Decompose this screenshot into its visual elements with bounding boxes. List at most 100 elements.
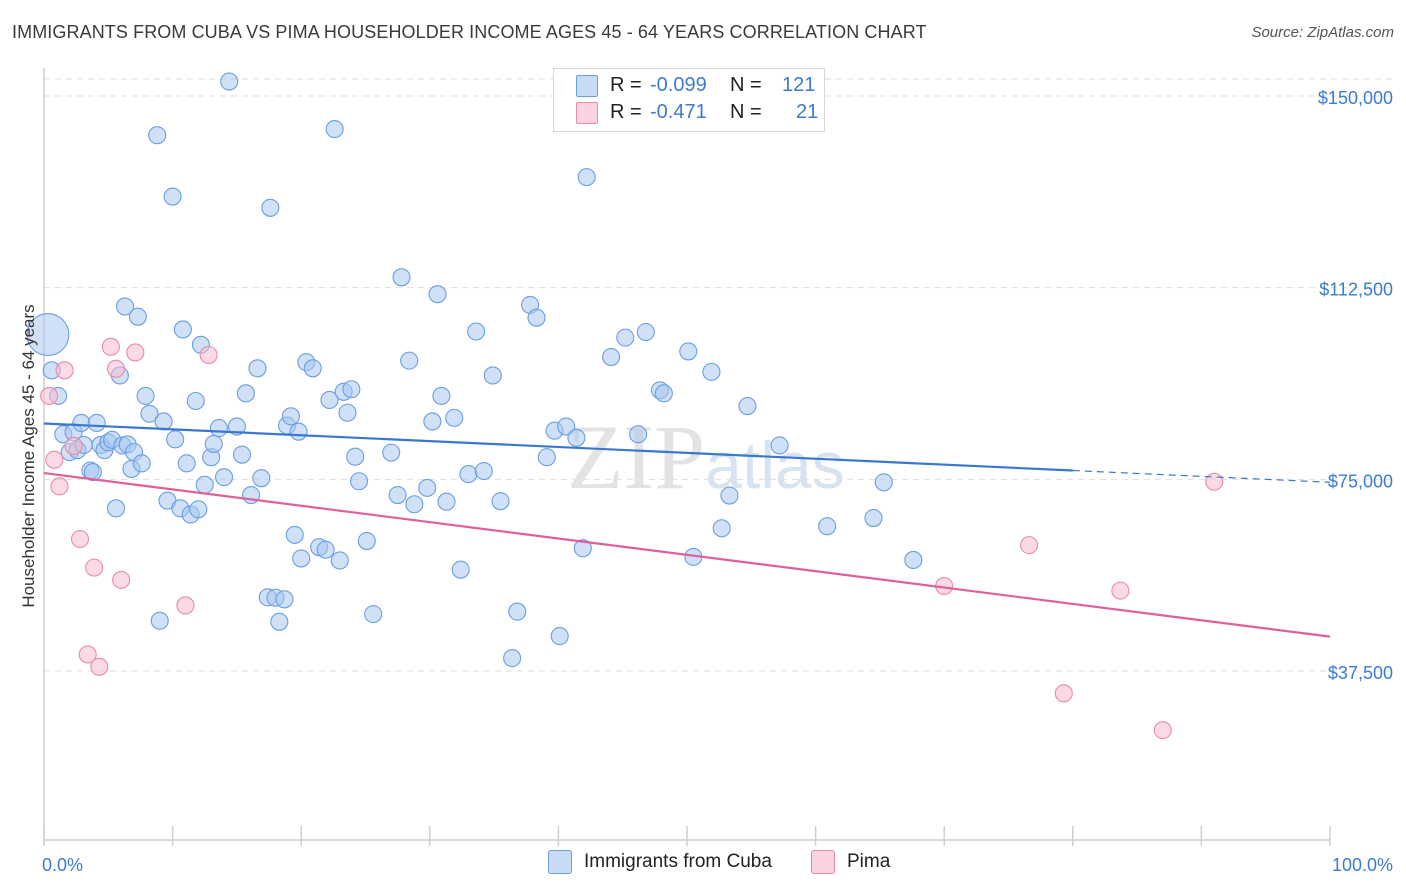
data-point — [176, 596, 195, 615]
data-point — [209, 419, 228, 438]
bottom-legend-label-pima: Pima — [847, 851, 891, 873]
data-point — [330, 551, 349, 570]
data-point — [232, 445, 252, 464]
y-tick-label: $37,500 — [1328, 663, 1393, 683]
data-point — [423, 412, 442, 431]
data-point — [364, 605, 383, 624]
data-point — [78, 645, 97, 664]
data-point — [55, 361, 74, 380]
data-point — [140, 404, 159, 423]
data-point — [112, 570, 131, 589]
data-point — [136, 386, 155, 405]
correlation-legend: R = -0.099 N = 121 R = -0.471 N = 21 — [553, 68, 825, 132]
trend-layer — [43, 422, 1331, 638]
data-point — [227, 417, 246, 436]
data-point — [346, 447, 365, 466]
data-point — [388, 485, 407, 505]
source-credit: Source: ZipAtlas.com — [1251, 24, 1394, 41]
data-point — [550, 627, 569, 646]
data-point — [252, 469, 271, 488]
data-point — [106, 359, 126, 378]
bottom-legend-cuba: Immigrants from Cuba — [548, 850, 772, 874]
data-point — [90, 657, 109, 676]
data-point — [50, 477, 69, 496]
data-point — [83, 462, 102, 482]
data-point — [437, 492, 456, 511]
data-point — [382, 443, 401, 462]
data-point — [679, 342, 698, 361]
data-point — [616, 328, 635, 347]
bottom-legend-label-cuba: Immigrants from Cuba — [584, 851, 772, 873]
data-point — [126, 343, 145, 362]
legend-swatch-pima — [576, 101, 598, 124]
data-point — [557, 417, 576, 436]
data-point — [85, 558, 104, 577]
bottom-legend-swatch-cuba — [548, 850, 572, 874]
data-point — [214, 468, 234, 487]
data-point — [770, 436, 789, 455]
data-point — [177, 454, 196, 473]
data-point — [1054, 684, 1073, 703]
data-point — [1205, 472, 1224, 491]
data-point — [445, 408, 464, 427]
y-tick-label: $150,000 — [1318, 88, 1393, 108]
data-point — [292, 549, 311, 568]
data-point — [128, 307, 147, 326]
data-point — [567, 428, 586, 447]
series-cuba — [26, 72, 923, 668]
data-point — [818, 517, 837, 536]
bottom-legend-swatch-pima — [811, 850, 835, 874]
data-point — [87, 413, 106, 433]
data-point — [40, 386, 59, 405]
data-point — [602, 347, 621, 367]
data-point — [220, 72, 239, 91]
bottom-legend-pima: Pima — [811, 850, 890, 874]
data-point — [629, 425, 648, 444]
x-tick-labels: 0.0% 100.0% — [42, 855, 1393, 875]
data-point — [70, 529, 90, 549]
series-pima — [40, 337, 1224, 740]
series-layer — [26, 72, 1224, 740]
data-point — [1111, 581, 1130, 600]
data-point — [483, 366, 502, 385]
data-point — [316, 540, 335, 559]
x-tick-label-end: 100.0% — [1332, 855, 1393, 875]
data-point — [459, 465, 478, 484]
data-point — [342, 380, 361, 399]
data-point — [303, 359, 322, 378]
data-point — [1020, 536, 1039, 555]
data-point — [537, 448, 556, 467]
data-point — [320, 390, 339, 410]
data-point — [275, 590, 294, 609]
data-point — [577, 168, 596, 187]
legend-swatch-cuba — [576, 74, 598, 97]
data-point — [285, 525, 304, 544]
data-point — [325, 120, 344, 139]
data-point — [874, 473, 893, 492]
data-point — [864, 508, 883, 528]
data-point — [738, 397, 757, 416]
legend-row-pima: R = -0.471 N = 21 — [576, 101, 818, 127]
y-tick-labels: $150,000 $112,500 $75,000 $37,500 — [1318, 88, 1393, 683]
data-point — [338, 403, 357, 422]
data-point — [289, 422, 308, 441]
data-point — [148, 126, 167, 145]
data-point — [573, 539, 592, 558]
watermark: ZIPatlas — [567, 406, 844, 508]
data-point — [702, 362, 721, 381]
data-point — [432, 386, 451, 405]
data-point — [654, 384, 673, 403]
legend-n-label: N = — [730, 101, 762, 123]
y-tick-label: $75,000 — [1328, 471, 1393, 491]
data-point — [270, 612, 289, 631]
legend-row-cuba: R = -0.099 N = 121 — [576, 74, 815, 100]
data-point — [508, 602, 527, 621]
x-axis-ticks — [43, 826, 1331, 846]
watermark-zip: ZIP — [567, 406, 705, 508]
data-point — [451, 560, 470, 579]
x-tick-label-start: 0.0% — [42, 855, 83, 875]
data-point — [428, 285, 447, 304]
data-point — [115, 297, 135, 316]
data-point — [491, 492, 510, 511]
